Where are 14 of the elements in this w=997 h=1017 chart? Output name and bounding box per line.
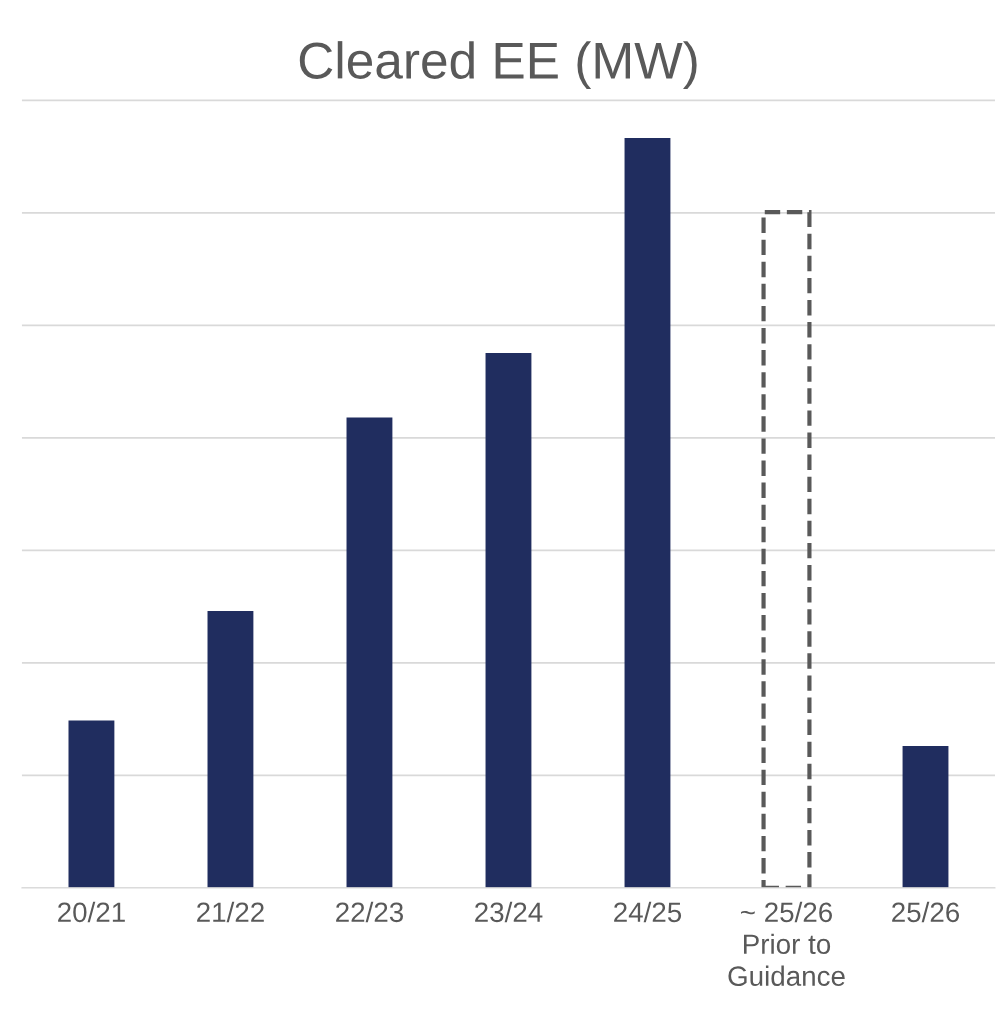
bar: [485, 353, 532, 888]
x-tick-label: ~ 25/26 Prior to Guidance: [728, 901, 845, 986]
bar: [68, 720, 115, 888]
x-tick-label: 20/21: [58, 901, 125, 923]
x-tick-label: 22/23: [336, 901, 403, 923]
x-tick-label: 21/22: [197, 901, 264, 923]
x-tick-label: 24/25: [614, 901, 682, 923]
bar: [902, 746, 949, 888]
x-tick-label: 25/26: [892, 901, 960, 923]
x-tick-label: 23/24: [475, 901, 543, 923]
bar: [346, 417, 393, 888]
bar: [624, 137, 671, 888]
bar: [207, 611, 254, 888]
chart-title: Cleared EE (MW): [299, 41, 697, 90]
